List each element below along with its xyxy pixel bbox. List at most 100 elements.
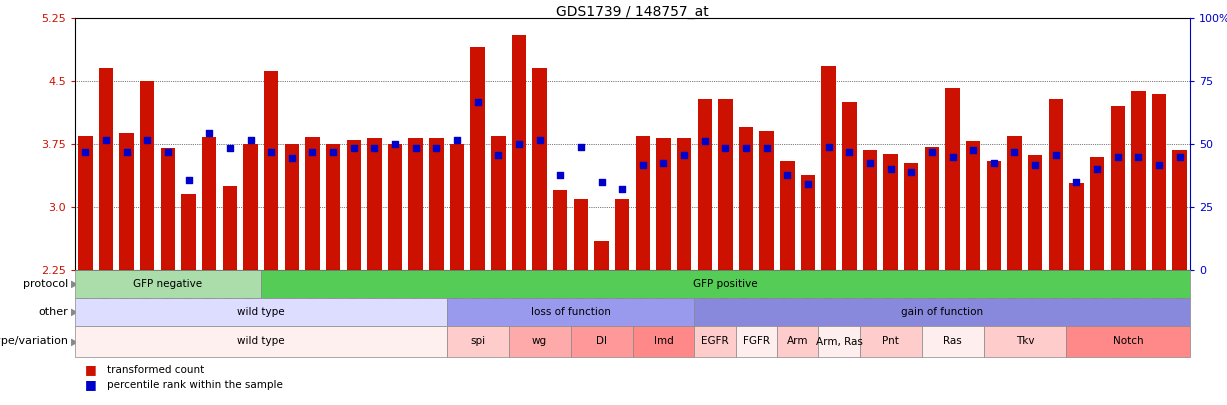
Point <box>303 149 323 156</box>
Point <box>778 172 798 178</box>
Bar <box>677 138 691 270</box>
Text: Pnt: Pnt <box>882 337 899 347</box>
Point <box>509 141 529 147</box>
Bar <box>450 144 464 270</box>
Bar <box>1069 183 1083 270</box>
Text: FGFR: FGFR <box>742 337 769 347</box>
Point <box>76 149 96 156</box>
Text: genotype/variation: genotype/variation <box>0 337 69 347</box>
Bar <box>925 147 939 270</box>
Point <box>200 130 220 136</box>
Point <box>240 136 260 143</box>
Bar <box>863 150 877 270</box>
Point <box>942 153 962 160</box>
Point <box>736 145 756 151</box>
Point <box>158 149 178 156</box>
Text: GFP positive: GFP positive <box>693 279 758 289</box>
Bar <box>119 133 134 270</box>
Bar <box>140 81 155 270</box>
Text: GDS1739 / 148757_at: GDS1739 / 148757_at <box>556 5 709 19</box>
Bar <box>821 66 836 270</box>
Point <box>921 149 941 156</box>
Point <box>364 145 384 151</box>
Point <box>220 145 239 151</box>
Point <box>612 185 632 192</box>
Point <box>839 149 859 156</box>
Point <box>96 136 115 143</box>
Bar <box>760 131 774 270</box>
Text: Arm, Ras: Arm, Ras <box>816 337 863 347</box>
Bar <box>904 163 919 270</box>
Point <box>488 152 508 158</box>
Text: Ras: Ras <box>944 337 962 347</box>
Bar <box>553 190 567 270</box>
Text: ▶: ▶ <box>71 279 79 289</box>
Text: ▶: ▶ <box>71 307 79 317</box>
Bar <box>182 194 196 270</box>
Point <box>654 160 674 166</box>
Text: Arm: Arm <box>787 337 809 347</box>
Point <box>1169 153 1189 160</box>
Point <box>984 160 1004 166</box>
Bar <box>842 102 856 270</box>
Bar <box>1173 150 1187 270</box>
Point <box>571 143 590 150</box>
Text: Notch: Notch <box>1113 337 1144 347</box>
Point <box>591 179 611 185</box>
Bar <box>98 68 113 270</box>
Point <box>385 141 405 147</box>
Point <box>344 145 363 151</box>
Bar <box>1090 157 1104 270</box>
Point <box>1108 153 1128 160</box>
Point <box>406 145 426 151</box>
Bar <box>346 140 361 270</box>
Bar <box>367 138 382 270</box>
Bar <box>285 144 299 270</box>
Point <box>1005 149 1025 156</box>
Bar <box>780 161 795 270</box>
Bar <box>718 100 733 270</box>
Point <box>757 145 777 151</box>
Bar <box>470 47 485 270</box>
Point <box>881 166 901 173</box>
Bar <box>264 71 279 270</box>
Text: ■: ■ <box>85 379 97 392</box>
Point <box>1129 153 1148 160</box>
Text: percentile rank within the sample: percentile rank within the sample <box>107 380 283 390</box>
Bar <box>945 88 960 270</box>
Point <box>799 181 818 188</box>
Point <box>117 149 136 156</box>
Point <box>1026 162 1045 168</box>
Point <box>551 172 571 178</box>
Bar <box>409 138 423 270</box>
Point <box>447 136 466 143</box>
Text: other: other <box>39 307 69 317</box>
Bar <box>222 186 237 270</box>
Point <box>427 145 447 151</box>
Bar <box>966 141 980 270</box>
Bar <box>491 136 506 270</box>
Bar <box>161 148 175 270</box>
Point <box>179 177 199 183</box>
Bar <box>1049 100 1063 270</box>
Text: transformed count: transformed count <box>107 365 205 375</box>
Point <box>633 162 653 168</box>
Text: spi: spi <box>470 337 485 347</box>
Bar <box>615 198 629 270</box>
Bar <box>739 127 753 270</box>
Bar <box>326 144 340 270</box>
Bar <box>533 68 547 270</box>
Point <box>467 99 487 105</box>
Text: Imd: Imd <box>654 337 674 347</box>
Point <box>1066 179 1086 185</box>
Point <box>261 149 281 156</box>
Bar <box>243 144 258 270</box>
Bar <box>594 241 609 270</box>
Text: Dl: Dl <box>596 337 607 347</box>
Point <box>323 149 342 156</box>
Text: wg: wg <box>533 337 547 347</box>
Point <box>1087 166 1107 173</box>
Bar <box>79 136 92 270</box>
Bar <box>306 137 320 270</box>
Point <box>715 145 735 151</box>
